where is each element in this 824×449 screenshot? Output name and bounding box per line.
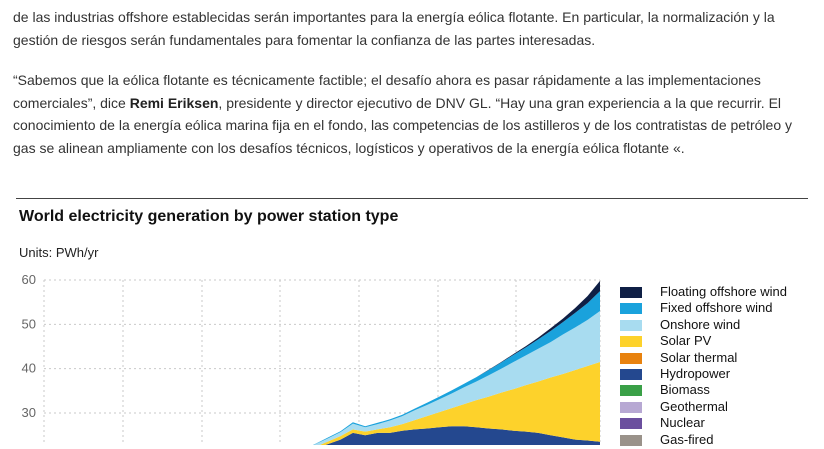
legend-swatch: [620, 368, 642, 380]
article-text: de las industrias offshore establecidas …: [13, 6, 813, 159]
person-name: Remi Eriksen: [129, 94, 219, 111]
quote-intro: “Sabemos que la eólica flotante es técni…: [13, 72, 761, 111]
y-tick-label: 60: [22, 272, 36, 287]
legend-swatch: [620, 434, 642, 446]
legend-label: Solar thermal: [660, 349, 738, 365]
legend-label: Fixed offshore wind: [660, 300, 773, 316]
area-hydropower: [325, 426, 600, 445]
legend-label: Onshore wind: [660, 316, 741, 332]
article-paragraph-1: de las industrias offshore establecidas …: [13, 9, 775, 48]
y-tick-label: 40: [22, 361, 36, 376]
y-tick-label: 50: [22, 316, 36, 331]
chart-plot: 60 50 40 30: [22, 272, 601, 445]
y-tick-label: 30: [22, 405, 36, 420]
figure-top-rule: [16, 198, 808, 199]
legend-swatch: [620, 287, 642, 298]
legend-swatch: [620, 319, 642, 331]
article-paragraph-2: “Sabemos que la eólica flotante es técni…: [13, 69, 813, 159]
legend-swatch: [620, 418, 642, 430]
chart-figure: World electricity generation by power st…: [16, 198, 808, 447]
legend-swatch: [620, 303, 642, 315]
chart-title: World electricity generation by power st…: [19, 208, 399, 225]
legend-label: Solar PV: [660, 333, 712, 349]
legend-swatch: [620, 385, 642, 397]
legend-label: Nuclear: [660, 415, 705, 431]
legend-label: Floating offshore wind: [660, 284, 787, 299]
legend-swatch: [620, 336, 642, 348]
area-onshore-wind: [313, 311, 600, 445]
legend-swatch: [620, 401, 642, 413]
legend-label: Geothermal: [660, 398, 728, 414]
legend-swatch: [620, 352, 642, 364]
legend-label: Biomass: [660, 382, 710, 398]
area-solar-pv: [319, 362, 600, 445]
legend-label: Gas-fired: [660, 431, 714, 447]
legend-label: Hydropower: [660, 365, 731, 381]
chart-units: Units: PWh/yr: [19, 245, 99, 260]
quote-rest: , presidente y director ejecutivo de DNV…: [13, 94, 792, 156]
